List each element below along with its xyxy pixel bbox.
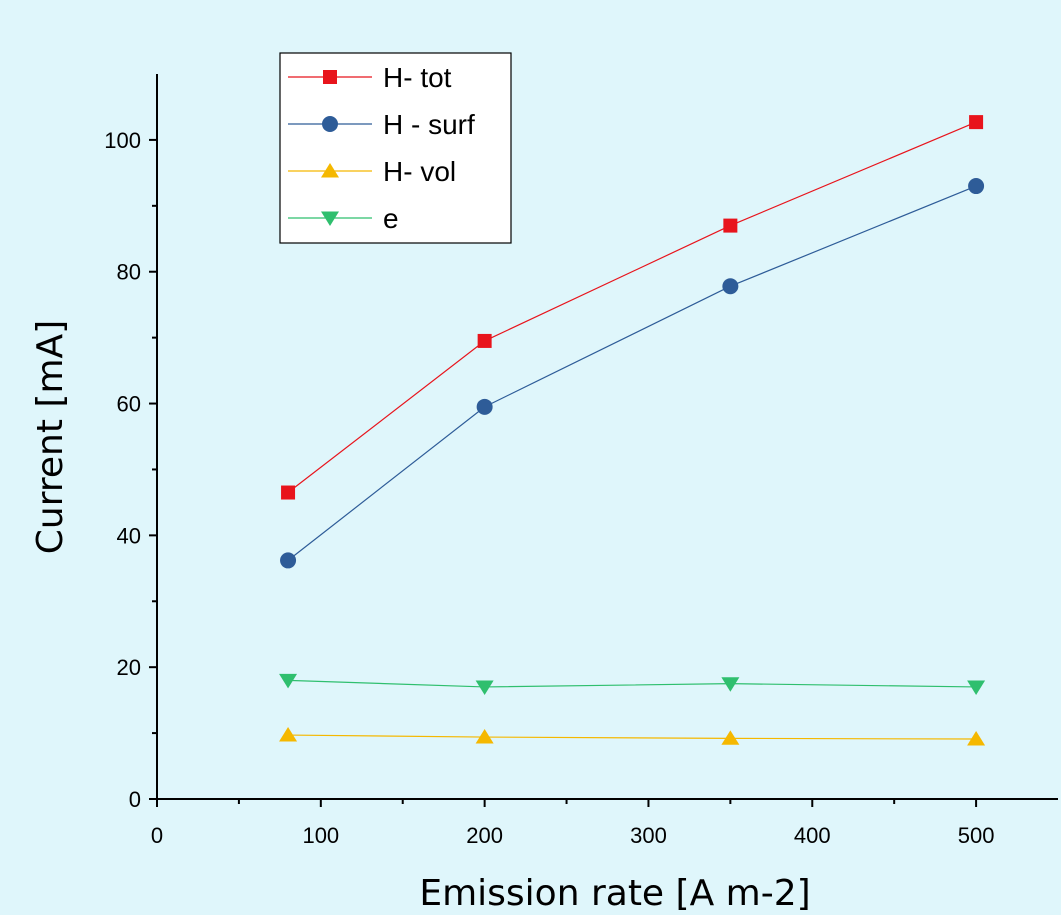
data-point	[721, 730, 740, 745]
data-point	[280, 552, 297, 569]
legend-label: H- vol	[383, 156, 456, 187]
series-line	[288, 679, 977, 688]
data-point	[476, 398, 493, 415]
x-tick-label: 400	[794, 823, 831, 848]
legend-box	[279, 52, 512, 244]
legend-marker	[323, 70, 337, 84]
data-point	[281, 485, 296, 500]
data-point	[721, 677, 740, 692]
data-point	[279, 727, 298, 742]
data-point	[722, 278, 739, 295]
legend-marker	[322, 116, 338, 132]
data-point	[969, 115, 984, 130]
legend-item: e	[288, 203, 399, 234]
x-tick-label: 0	[151, 823, 163, 848]
legend-item: H- tot	[288, 62, 452, 93]
data-point	[968, 178, 985, 195]
data-point	[967, 730, 986, 746]
series-h-vol	[279, 727, 986, 746]
data-point	[279, 673, 298, 689]
x-axis-title: Emission rate [A m-2]	[419, 873, 810, 914]
series-h-surf	[280, 178, 985, 569]
legend-item: H- vol	[288, 156, 456, 187]
x-tick-label: 300	[630, 823, 667, 848]
y-tick-label: 40	[117, 523, 141, 548]
x-tick-label: 100	[302, 823, 339, 848]
axes: 0 100 200 300 400 500 0 20 40 60 80 100	[104, 74, 1058, 848]
data-point	[477, 333, 492, 348]
legend-item: H - surf	[288, 109, 475, 140]
y-tick-label: 20	[117, 655, 141, 680]
legend: H- tot H - surf H- vol e	[279, 52, 512, 244]
data-point	[475, 728, 494, 744]
plot-series	[279, 115, 986, 746]
series-line	[287, 121, 977, 493]
data-point	[723, 218, 738, 233]
series-h-tot	[281, 115, 984, 500]
x-tick-label: 500	[958, 823, 995, 848]
y-tick-label: 0	[129, 787, 141, 812]
y-tick-label: 80	[117, 260, 141, 285]
legend-marker	[321, 211, 339, 227]
y-axis-title: Current [mA]	[30, 320, 71, 554]
series-line	[288, 734, 977, 740]
series-e	[279, 673, 986, 696]
x-tick-label: 200	[466, 823, 503, 848]
series-line	[287, 185, 977, 561]
legend-label: e	[383, 203, 399, 234]
y-tick-label: 60	[117, 392, 141, 417]
data-point	[967, 680, 986, 696]
legend-marker	[321, 162, 339, 178]
legend-label: H- tot	[383, 62, 452, 93]
legend-label: H - surf	[383, 109, 475, 140]
data-point	[475, 680, 494, 696]
y-tick-label: 100	[104, 128, 141, 153]
